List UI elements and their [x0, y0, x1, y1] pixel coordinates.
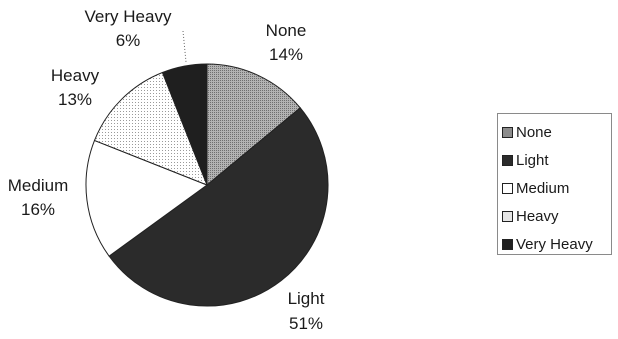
pie-slice-medium	[85, 139, 209, 257]
slice-label-light: Light	[288, 289, 325, 308]
pie-slice-light	[108, 107, 329, 307]
pie-slices	[85, 63, 329, 307]
legend-swatch-heavy	[502, 210, 513, 222]
slice-percent-medium: 16%	[21, 200, 55, 219]
pie-slice-none	[206, 63, 301, 187]
slice-percent-very-heavy: 6%	[116, 31, 141, 50]
legend-label-none: None	[516, 123, 552, 141]
legend-label-medium: Medium	[516, 179, 570, 197]
legend: None Light Medium Heavy Very Heavy	[497, 113, 612, 255]
legend-item-very-heavy: Very Heavy	[502, 230, 611, 258]
legend-item-none: None	[502, 118, 611, 146]
legend-item-light: Light	[502, 146, 611, 174]
pie-slice-very-heavy	[161, 63, 208, 186]
legend-swatch-very-heavy	[502, 238, 513, 250]
slice-percent-none: 14%	[269, 45, 303, 64]
legend-label-very-heavy: Very Heavy	[516, 235, 593, 253]
legend-label-light: Light	[516, 151, 549, 169]
legend-item-heavy: Heavy	[502, 202, 611, 230]
legend-swatch-light	[502, 154, 513, 166]
legend-swatch-medium	[502, 182, 513, 194]
legend-label-heavy: Heavy	[516, 207, 559, 225]
slice-percent-light: 51%	[289, 314, 323, 333]
slice-labels: None 14% Light 51% Medium 16% Heavy 13% Very Hea…	[8, 7, 325, 333]
slice-label-medium: Medium	[8, 176, 68, 195]
legend-swatch-none	[502, 126, 513, 138]
slice-label-heavy: Heavy	[51, 66, 100, 85]
very-heavy-leader-line	[182, 30, 187, 63]
pie-slice-heavy	[93, 71, 208, 186]
slice-label-very-heavy: Very Heavy	[85, 7, 172, 26]
legend-item-medium: Medium	[502, 174, 611, 202]
slice-label-none: None	[266, 21, 307, 40]
slice-percent-heavy: 13%	[58, 90, 92, 109]
